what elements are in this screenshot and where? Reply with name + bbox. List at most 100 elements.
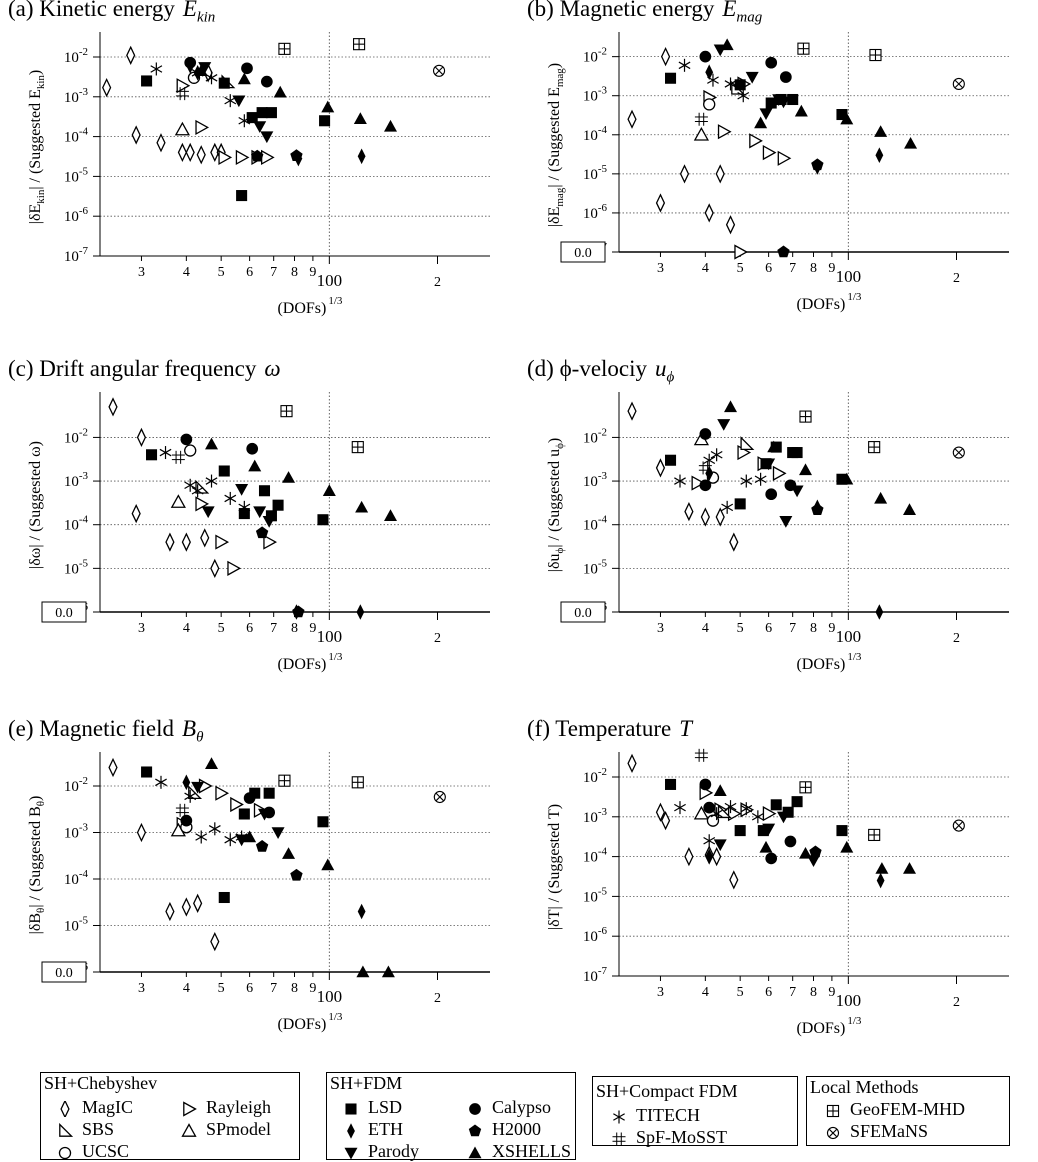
point-eth	[875, 604, 884, 620]
point-spf-mosst	[171, 450, 185, 464]
point-titech	[674, 801, 686, 815]
xtick-label: 3	[138, 621, 145, 636]
zero-label: 0.0	[55, 966, 73, 981]
point-sfemans	[952, 77, 965, 91]
legend-marker-shape	[613, 1110, 625, 1124]
point-titech	[724, 800, 737, 814]
point-sfemans	[432, 64, 446, 77]
xtick-label: 4	[702, 621, 709, 636]
point-calypso	[765, 852, 778, 865]
point-magic	[729, 532, 739, 552]
chart-title-text: (b) Magnetic energy	[527, 0, 715, 21]
legend-marker-shape	[469, 1103, 481, 1115]
point-calypso	[184, 56, 197, 69]
plot-area: 10-210-310-410-510-634567891002(DOFs)1/3…	[27, 752, 490, 1033]
point-calypso	[260, 75, 273, 88]
point-rayleigh	[176, 78, 191, 94]
legend-item-label: XSHELLS	[492, 1141, 572, 1161]
point-xshells	[720, 38, 734, 51]
xtick-label: 7	[270, 265, 277, 280]
point-calypso	[699, 778, 712, 791]
point-xshells	[874, 491, 888, 504]
legend-item-label: Calypso	[492, 1097, 552, 1117]
legend-group-title: SH+Chebyshev	[44, 1073, 158, 1093]
point-parody	[762, 458, 776, 471]
xtick-label: 8	[291, 981, 298, 996]
chart-title-text: (c) Drift angular frequency	[8, 356, 257, 381]
point-lsd	[317, 816, 329, 828]
point-rayleigh	[727, 806, 742, 822]
xtick-label: 7	[270, 981, 277, 996]
xtick-label: 4	[183, 265, 190, 280]
legend-marker-shape	[826, 1104, 840, 1117]
point-parody	[779, 516, 793, 528]
point-titech	[703, 834, 716, 848]
point-calypso	[180, 814, 193, 827]
point-h2000	[290, 149, 303, 162]
point-titech	[703, 453, 716, 467]
point-h2000	[292, 605, 305, 618]
chart-title-symbol: uϕ	[655, 356, 675, 386]
point-rayleigh	[762, 144, 777, 161]
point-ucsc	[703, 98, 716, 111]
point-xshells	[205, 757, 219, 770]
x-axis-label-sup: 1/3	[328, 651, 343, 663]
point-lsd	[765, 97, 777, 109]
plot-area: 10-210-310-410-510-634567891002(DOFs)1/3…	[546, 392, 1009, 673]
point-titech	[707, 73, 719, 87]
point-xshells	[799, 846, 813, 859]
point-parody	[232, 95, 246, 108]
legend-group: SH+FDM LSD Calypso ETH H2000 Parody XSHELLS	[326, 1072, 576, 1162]
xtick-label: 9	[309, 265, 316, 280]
chart-title-text: (d) ϕ-velociy	[527, 356, 648, 381]
point-magic	[210, 558, 220, 578]
point-lsd	[836, 473, 848, 485]
point-parody	[713, 839, 727, 852]
point-rayleigh	[740, 802, 755, 818]
point-lsd	[258, 485, 271, 497]
point-spmodel	[174, 121, 191, 136]
legend-item: UCSC	[57, 1141, 129, 1162]
point-eth	[357, 903, 366, 920]
point-h2000	[811, 503, 824, 516]
point-xshells	[875, 862, 889, 874]
xtick-label: 5	[218, 621, 225, 636]
point-calypso	[784, 835, 797, 848]
point-lsd	[236, 190, 248, 202]
ytick-label: 10-2	[583, 766, 607, 786]
legend-item: GeoFEM-MHD	[825, 1099, 965, 1120]
y-axis-label: |δT| / (Suggested T)	[546, 804, 563, 930]
ytick-label: 10-4	[583, 846, 608, 866]
xtick-label: 3	[138, 981, 145, 996]
xtick-label: 2	[434, 275, 441, 290]
x-axis-label-sup: 1/3	[847, 1015, 862, 1027]
point-h2000	[809, 845, 822, 858]
point-lsd	[665, 72, 677, 84]
point-geofem-mhd	[351, 776, 364, 789]
chart-title-symbol: T	[679, 716, 692, 741]
xtick-label: 4	[183, 981, 190, 996]
point-magic	[679, 164, 690, 184]
x-axis-label: (DOFs)	[277, 656, 326, 673]
point-calypso	[263, 806, 276, 819]
point-rayleigh	[691, 475, 706, 491]
point-titech	[674, 474, 686, 488]
plot-area: 10-210-310-410-510-634567891002(DOFs)1/3…	[27, 392, 490, 673]
point-magic	[131, 125, 141, 145]
point-xshells	[713, 784, 727, 796]
legend-item: Parody	[343, 1141, 419, 1162]
point-geofem-mhd	[869, 48, 882, 62]
point-xshells	[384, 119, 398, 132]
point-xshells	[903, 862, 917, 874]
ytick-label: 10-4	[583, 514, 608, 534]
point-magic	[729, 870, 739, 890]
point-rayleigh	[734, 244, 749, 260]
point-titech	[208, 822, 221, 836]
point-calypso	[779, 71, 792, 83]
ytick-label: 10-4	[64, 868, 89, 888]
xtick-label: 5	[737, 621, 744, 636]
point-magic	[200, 528, 210, 548]
point-magic	[136, 822, 147, 843]
legend-item: H2000	[467, 1119, 541, 1140]
xtick-label: 9	[309, 621, 316, 636]
